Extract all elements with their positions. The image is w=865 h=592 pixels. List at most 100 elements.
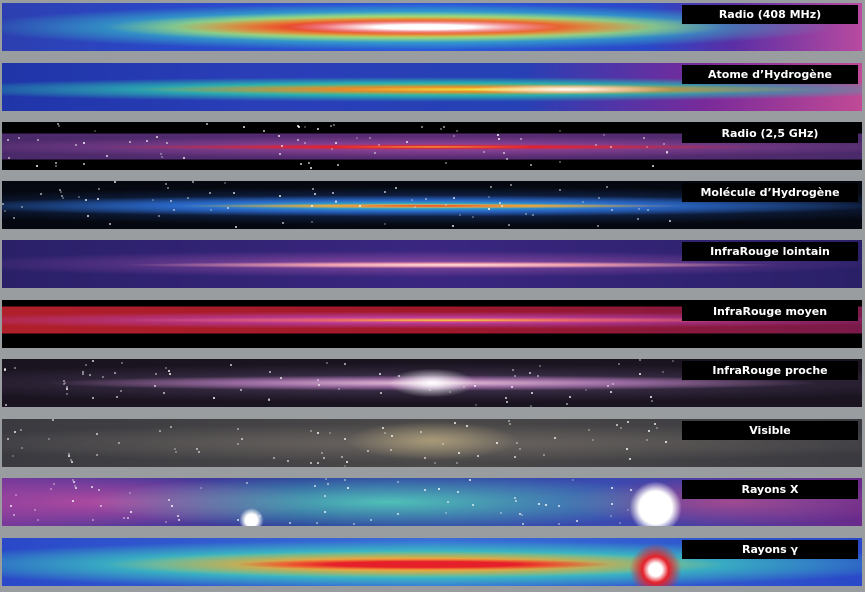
star-dot [280,144,283,147]
star-dot [12,455,15,458]
star-dot [100,504,103,507]
star-dot [595,143,598,146]
star-dot [636,217,639,220]
star-dot [64,381,67,384]
star-dot [54,162,57,165]
star-dot [445,511,448,514]
star-dot [638,208,641,211]
star-dot [543,454,546,457]
star-dot [49,488,52,491]
star-dot [610,208,613,211]
star-dot [114,371,117,374]
star-dot [335,201,338,204]
star-dot [91,359,94,362]
star-dot [297,126,300,129]
star-dot [424,198,427,201]
star-dot [278,195,281,198]
star-dot [18,136,21,139]
star-dot [606,384,609,387]
star-dot [177,515,180,518]
star-dot [669,220,672,223]
star-dot [21,205,24,208]
star-dot [14,430,17,433]
band-gamma-rays: Rayons γ [2,538,862,586]
star-dot [322,456,325,459]
star-dot [334,142,337,145]
star-dot [472,503,475,506]
star-dot [603,134,606,137]
star-dot [597,196,600,199]
star-dot [509,423,512,426]
star-dot [313,192,316,195]
star-dot [444,162,447,165]
star-dot [513,496,516,499]
star-dot [120,362,123,365]
star-dot [344,438,346,441]
star-dot [114,181,117,184]
band-atomic-hydrogen: Atome d’Hydrogène [2,63,862,111]
star-dot [308,162,311,165]
star-dot [155,372,158,375]
star-dot [605,185,608,188]
star-dot [618,363,621,366]
star-dot [462,386,465,389]
star-dot [83,142,85,145]
star-dot [323,495,326,498]
star-dot [96,432,99,435]
star-dot [223,182,226,185]
star-dot [239,389,242,392]
star-dot [383,190,386,193]
star-dot [648,429,651,432]
star-dot [397,513,400,516]
star-dot [384,432,387,435]
band-label-radio-2-5: Radio (2,5 GHz) [682,124,858,143]
star-dot [168,499,171,501]
star-dot [380,391,383,394]
band-far-infrared: InfraRouge lointain [2,240,862,288]
star-dot [377,144,380,147]
star-dot [505,397,508,400]
star-dot [448,391,451,394]
star-dot [665,441,668,444]
star-dot [456,129,459,132]
star-dot [343,464,346,467]
star-dot [459,213,462,216]
star-dot [414,205,417,208]
star-dot [506,400,509,403]
star-dot [616,424,619,427]
star-dot [314,485,317,488]
star-dot [96,198,99,201]
star-dot [660,499,663,502]
star-dot [65,386,68,389]
star-dot [316,127,319,130]
star-dot [515,499,518,502]
star-dot [451,225,454,228]
star-dot [666,152,669,155]
star-dot [4,404,7,407]
star-dot [9,504,12,507]
star-dot [51,419,54,422]
star-dot [59,188,62,191]
star-dot [183,157,186,160]
star-dot [66,388,69,391]
star-dot [588,428,591,431]
star-dot [67,452,70,455]
star-dot [496,134,499,137]
band-radio-2-5: Radio (2,5 GHz) [2,122,862,170]
star-dot [91,519,94,522]
star-dot [424,488,427,491]
band-label-far-infrared: InfraRouge lointain [682,242,858,261]
star-dot [651,164,654,167]
star-dot [390,448,393,451]
star-dot [98,489,101,492]
star-dot [310,220,313,223]
star-dot [452,134,455,137]
star-dot [329,431,332,434]
star-dot [213,397,216,400]
star-dot [68,454,71,457]
star-dot [19,428,22,431]
star-dot [33,508,36,511]
star-dot [646,439,649,442]
star-dot [452,197,455,200]
star-dot [442,442,445,445]
